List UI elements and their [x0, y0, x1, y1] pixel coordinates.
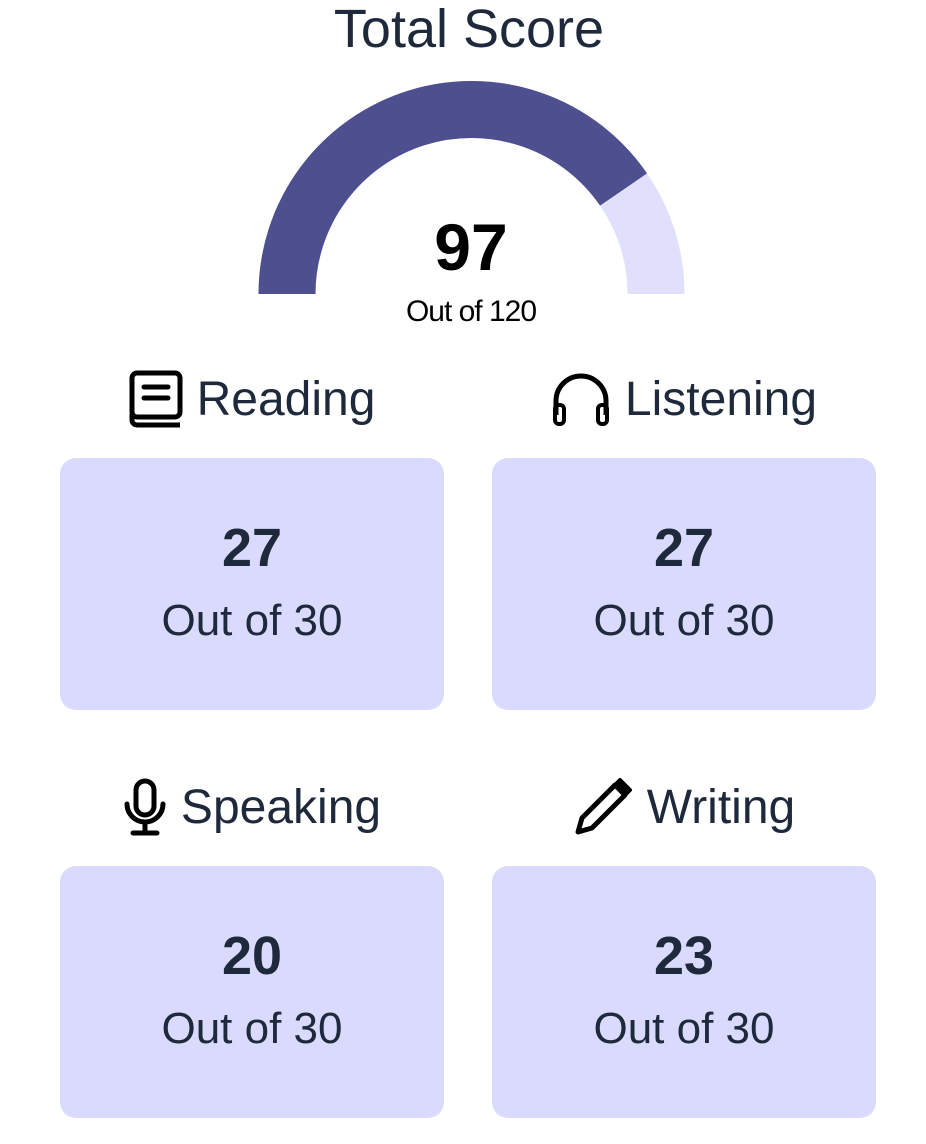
score-value: 27	[653, 518, 715, 578]
page-title: Total Score	[333, 0, 605, 59]
score-value: 27	[221, 518, 283, 578]
headphones-icon	[552, 373, 609, 426]
section-label: Speaking	[180, 780, 382, 834]
section-reading: Reading 27 Out of 30	[60, 364, 444, 710]
score-card: 20 Out of 30	[60, 866, 444, 1118]
microphone-icon	[124, 778, 166, 836]
section-speaking: Speaking 20 Out of 30	[60, 772, 444, 1118]
score-max: Out of 30	[593, 596, 775, 645]
section-label: Writing	[646, 780, 796, 834]
section-label: Reading	[196, 372, 376, 426]
section-writing: Writing 23 Out of 30	[492, 772, 876, 1118]
score-value: 20	[221, 926, 283, 986]
section-listening: Listening 27 Out of 30	[492, 364, 876, 710]
book-icon	[129, 370, 183, 428]
score-card: 23 Out of 30	[492, 866, 876, 1118]
score-card: 27 Out of 30	[60, 458, 444, 710]
gauge-fill	[258, 81, 648, 295]
score-max: Out of 30	[161, 1004, 343, 1053]
pencil-icon	[575, 778, 632, 835]
section-label: Listening	[624, 372, 818, 426]
total-score-value: 97	[434, 210, 508, 284]
total-score-max: Out of 120	[405, 295, 537, 328]
total-score-gauge	[258, 81, 685, 295]
score-card: 27 Out of 30	[492, 458, 876, 710]
score-max: Out of 30	[593, 1004, 775, 1053]
score-max: Out of 30	[161, 596, 343, 645]
score-value: 23	[653, 926, 715, 986]
